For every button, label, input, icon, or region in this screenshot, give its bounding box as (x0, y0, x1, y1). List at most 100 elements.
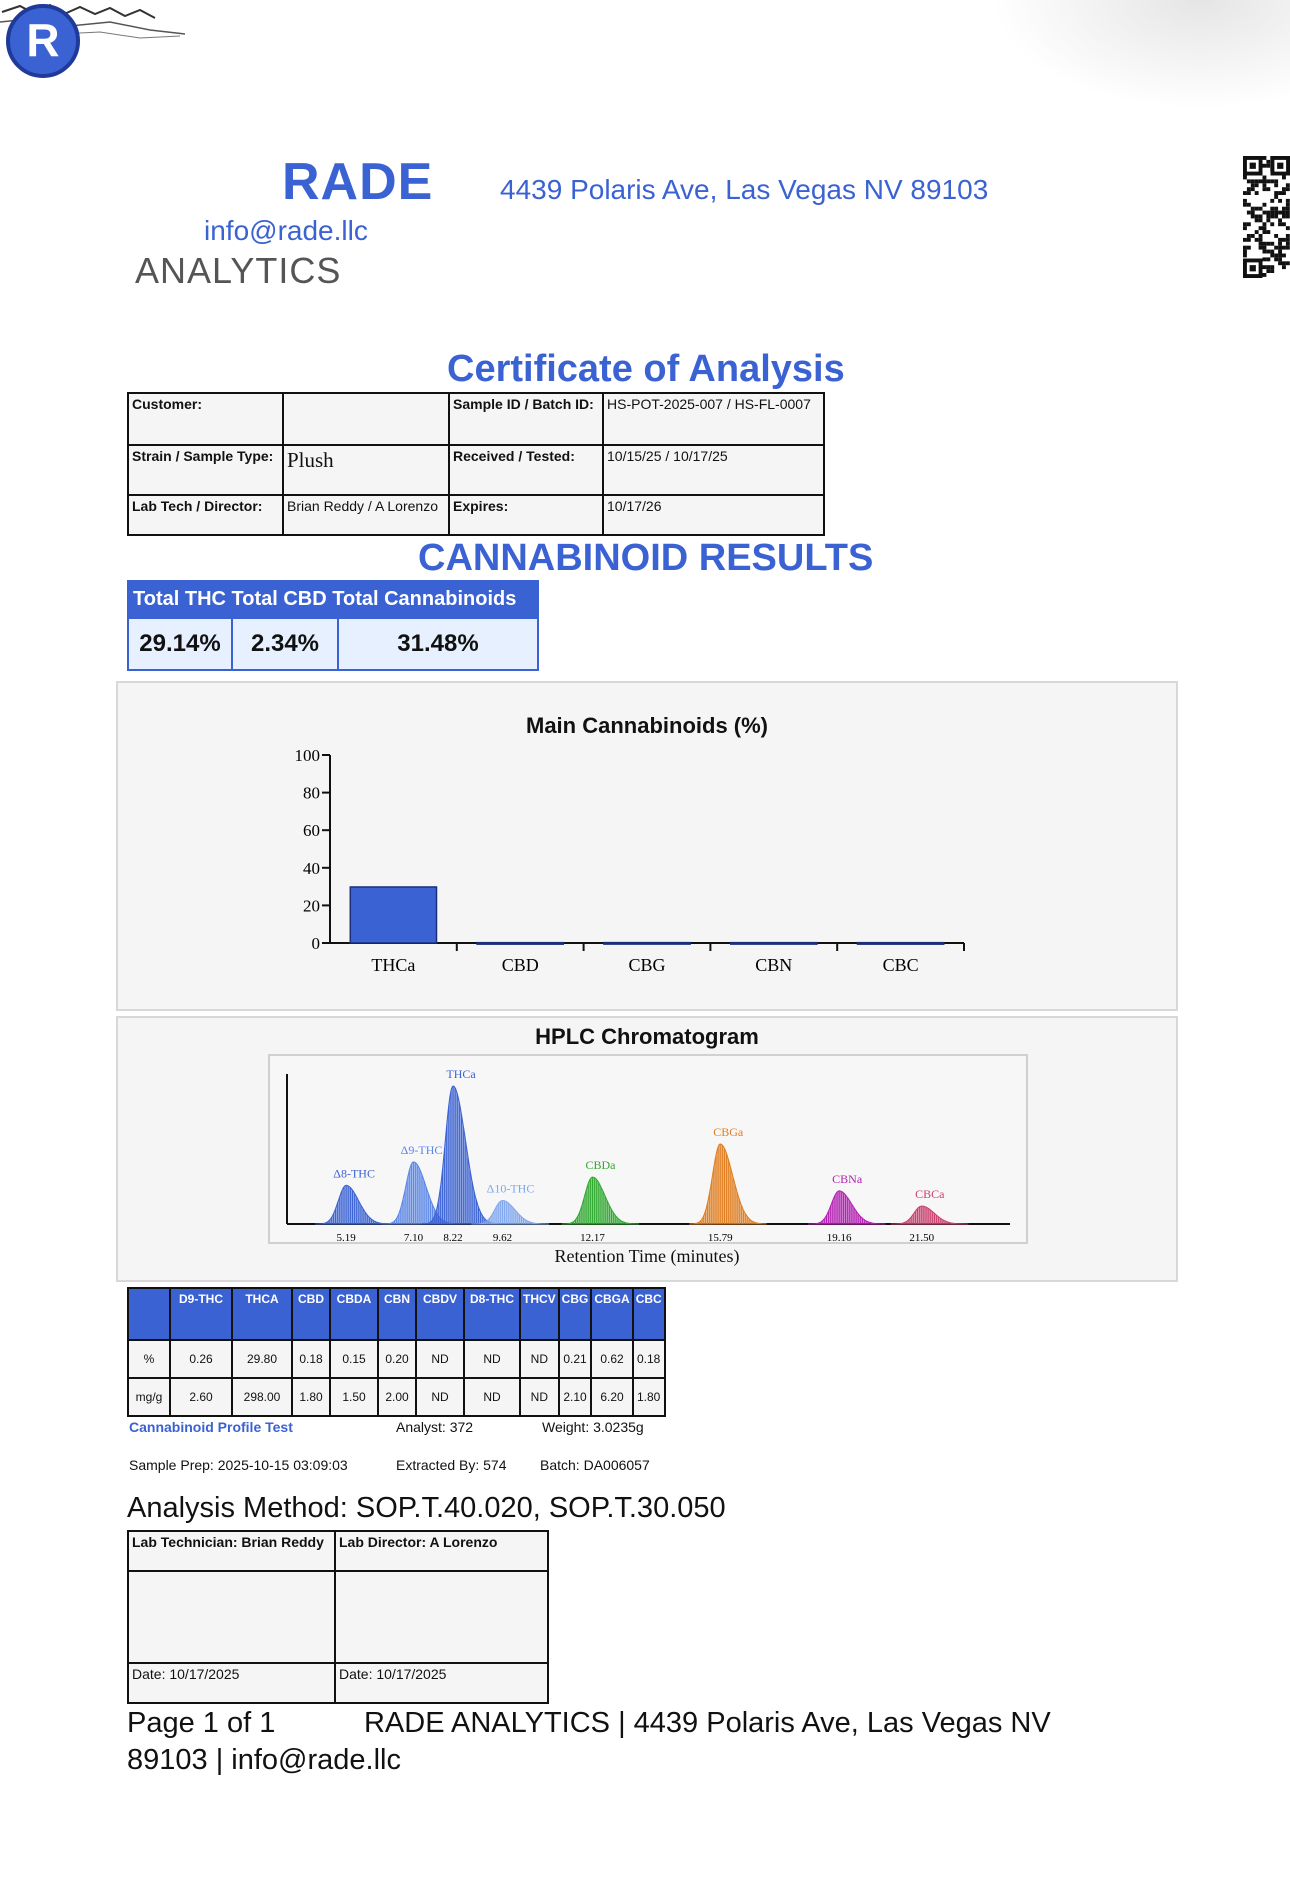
table-cell: 0.21 (557, 1339, 593, 1379)
bar-chart: 0 20 40 60 80 100 THCa CBD CBG CBN CBC (295, 746, 965, 975)
header-email[interactable]: info@rade.llc (204, 215, 368, 246)
director-date: Date: 10/17/2025 (334, 1662, 549, 1704)
y-tick-label: 100 (295, 746, 321, 765)
received-value: 10/15/25 / 10/17/25 (602, 444, 825, 496)
profile-header-d9-thc: D9-THC (169, 1287, 233, 1341)
cannabinoid-profile-table: D9-THC THCA CBD CBDA CBN CBDV D8-THC THCV CBG CBG… (127, 1287, 666, 1417)
y-tick-label: 0 (312, 934, 321, 953)
sample-id-label: Sample ID / Batch ID: (448, 392, 604, 446)
x-tick-label: CBD (502, 955, 539, 975)
chromatogram-title: HPLC Chromatogram (535, 1024, 759, 1049)
labtech-label: Lab Tech / Director: (127, 494, 284, 536)
x-tick-label: 8.22 (443, 1232, 462, 1242)
header-address: 4439 Polaris Ave, Las Vegas NV 89103 (500, 174, 989, 205)
analyst-text: Analyst: 372 (396, 1419, 474, 1435)
profile-header-cbda: CBDA (329, 1287, 379, 1341)
strain-label: Strain / Sample Type: (127, 444, 284, 496)
expires-label: Expires: (448, 494, 604, 536)
total-cannabinoids-label: Total Cannabinoids (332, 588, 517, 610)
total-cbd-label: Total CBD (231, 588, 327, 610)
totals-table: Total THC Total CBD Total Cannabinoids 2… (127, 580, 539, 671)
peak-CBGa (689, 1143, 767, 1225)
y-tick-label: 20 (303, 896, 320, 915)
table-cell: 0.15 (329, 1339, 379, 1379)
table-cell: 0.18 (631, 1339, 666, 1379)
table-cell: 1.50 (329, 1377, 379, 1417)
brand-name: RADE (282, 153, 434, 211)
profile-header-thca: THCA (231, 1287, 293, 1341)
customer-label: Customer: (127, 392, 284, 446)
profile-header-thcv: THCV (519, 1287, 560, 1341)
table-cell: 1.80 (631, 1377, 666, 1417)
page-shadow (990, 0, 1290, 110)
x-tick-label: CBN (755, 955, 792, 975)
table-cell: 2.60 (169, 1377, 233, 1417)
profile-header-cbc: CBC (631, 1287, 666, 1341)
lab-director-label: Lab Director: A Lorenzo (334, 1530, 549, 1572)
peak-CBDa (561, 1176, 640, 1225)
weight-text: Weight: 3.0235g (542, 1419, 644, 1435)
bar-chart-panel: Main Cannabinoids (%) 0 20 40 60 80 100 THCa CB… (116, 681, 1178, 1011)
certificate-title: Certificate of Analysis (447, 348, 845, 390)
strain-value: Plush (282, 444, 450, 496)
y-tick-label: 60 (303, 821, 320, 840)
x-tick-label: THCa (371, 955, 415, 975)
qr-code-icon (1243, 156, 1290, 278)
x-tick-label: 9.62 (493, 1232, 512, 1242)
bar-cbc (856, 941, 945, 945)
x-tick-label: 19.16 (827, 1232, 852, 1242)
technician-date: Date: 10/17/2025 (127, 1662, 336, 1704)
profile-header-cbg: CBG (557, 1287, 593, 1341)
table-cell: 0.18 (291, 1339, 331, 1379)
table-row: % 0.26 29.80 0.18 0.15 0.20 ND ND ND 0.21 0.62 0.18 (127, 1339, 666, 1379)
results-title: CANNABINOID RESULTS (418, 537, 874, 579)
x-tick-label: 5.19 (336, 1232, 356, 1242)
profile-header-cbn: CBN (377, 1287, 417, 1341)
bar-cbd (476, 941, 565, 945)
peak-label: THCa (446, 1067, 476, 1081)
signature-table: Lab Technician: Brian Reddy Lab Director… (127, 1530, 549, 1704)
table-cell: 29.80 (231, 1339, 293, 1379)
x-tick-label: CBC (883, 955, 919, 975)
peak-CBCa (890, 1205, 969, 1225)
profile-header-d8-thc: D8-THC (463, 1287, 521, 1341)
profile-header-blank (127, 1287, 171, 1341)
profile-header-cbd: CBD (291, 1287, 331, 1341)
peak-label: Δ10-THC (487, 1182, 535, 1196)
peak-label: CBNa (832, 1172, 863, 1186)
bar-cbg (603, 941, 691, 945)
director-signature-box (334, 1570, 549, 1664)
table-cell: 2.00 (377, 1377, 417, 1417)
chromatogram-frame: Δ8-THC Δ9-THC THCa Δ10-THC CBDa CBGa CBNa CBCa 5… (268, 1054, 1028, 1244)
totals-header: Total THC Total CBD Total Cannabinoids (127, 580, 539, 619)
bar-thca (349, 886, 438, 944)
total-thc-label: Total THC (133, 588, 226, 610)
sample-id-value: HS-POT-2025-007 / HS-FL-0007 (602, 392, 825, 446)
profile-header-cbga: CBGA (590, 1287, 634, 1341)
expires-value: 10/17/26 (602, 494, 825, 536)
chromatogram-chart: Δ8-THC Δ9-THC THCa Δ10-THC CBDa CBGa CBNa CBCa 5… (286, 1067, 1010, 1244)
profile-test-label: Cannabinoid Profile Test (129, 1419, 293, 1435)
logo-badge: R (6, 4, 80, 78)
total-thc-value: 29.14% (127, 617, 233, 671)
analysis-method: Analysis Method: SOP.T.40.020, SOP.T.30.… (127, 1492, 726, 1524)
lab-technician-label: Lab Technician: Brian Reddy (127, 1530, 336, 1572)
x-tick-label: 15.79 (708, 1232, 733, 1242)
y-tick-label: 40 (303, 859, 320, 878)
x-tick-label: CBG (628, 955, 665, 975)
peak-label: CBCa (915, 1187, 945, 1201)
table-cell: mg/g (127, 1377, 171, 1417)
batch-text: Batch: DA006057 (540, 1457, 650, 1473)
bar-chart-title: Main Cannabinoids (%) (526, 713, 768, 738)
page-footer: Page 1 of 1 RADE ANALYTICS | 4439 Polari… (127, 1705, 1127, 1779)
peak-CBNa (808, 1190, 886, 1225)
x-tick-label: 7.10 (404, 1232, 424, 1242)
sample-prep-text: Sample Prep: 2025-10-15 03:09:03 (129, 1457, 348, 1473)
peak-label: CBGa (713, 1125, 744, 1139)
chromatogram-panel: HPLC Chromatogram Δ8-THC Δ9-THC THCa Δ10-TH… (116, 1016, 1178, 1282)
brand-subtitle: ANALYTICS (135, 250, 342, 291)
table-cell: 0.26 (169, 1339, 233, 1379)
table-cell: 6.20 (590, 1377, 634, 1417)
x-tick-label: 12.17 (580, 1232, 605, 1242)
table-cell: 2.10 (557, 1377, 593, 1417)
